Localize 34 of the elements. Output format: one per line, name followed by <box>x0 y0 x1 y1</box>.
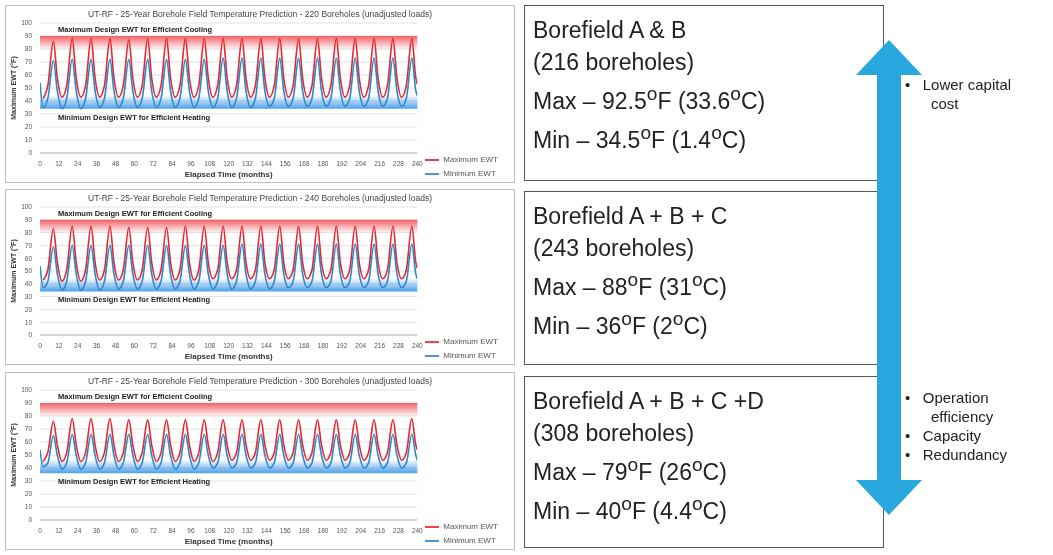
legend-label: Minimum EWT <box>443 351 496 361</box>
chart-title: UT-RF - 25-Year Borehole Field Temperature Prediction - 300 Boreholes (unadjusted loads) <box>87 376 433 386</box>
line-series <box>40 57 418 110</box>
text: Borefield A & B <box>533 16 688 45</box>
text: Max – 92.5$^{o}$F (33.6$^{o}$C) <box>533 82 767 116</box>
line-series <box>42 37 418 100</box>
line-series <box>40 243 418 291</box>
text: (216 boreholes) <box>533 48 696 77</box>
x-axis-title: Elapsed Time (months) <box>184 537 273 546</box>
text: (243 boreholes) <box>533 234 696 263</box>
line-series <box>42 417 418 463</box>
text: • Capacity <box>905 426 983 445</box>
legend-label: Maximum EWT <box>443 155 498 165</box>
line-series <box>42 225 418 283</box>
legend-label: Minimum EWT <box>443 536 496 546</box>
text: Min – 34.5$^{o}$F (1.4$^{o}$C) <box>533 120 748 155</box>
text: • Operation efficiency <box>905 388 995 426</box>
text: • Redundancy <box>905 445 1008 464</box>
text: • Lower capital cost <box>905 75 1013 113</box>
text: Borefield A + B + C +D <box>533 387 765 416</box>
legend-label: Maximum EWT <box>443 337 498 347</box>
text: (308 boreholes) <box>533 419 696 448</box>
text: Min – 36$^{o}$F (2$^{o}$C) <box>533 306 709 341</box>
x-axis-title: Elapsed Time (months) <box>184 352 273 361</box>
legend-label: Maximum EWT <box>443 522 498 532</box>
x-axis-title: Elapsed Time (months) <box>184 170 273 179</box>
legend-label: Minimum EWT <box>443 169 496 179</box>
text: Min – 40$^{o}$F (4.4$^{o}$C) <box>533 491 728 526</box>
text: Max – 79$^{o}$F (26$^{o}$C) <box>533 453 728 487</box>
text: Borefield A + B + C <box>533 202 729 231</box>
chart-title: UT-RF - 25-Year Borehole Field Temperature Prediction - 220 Boreholes (unadjusted loads) <box>87 9 433 19</box>
text: Max – 88$^{o}$F (31$^{o}$C) <box>533 268 728 302</box>
line-series <box>40 433 418 471</box>
chart-title: UT-RF - 25-Year Borehole Field Temperature Prediction - 240 Boreholes (unadjusted loads) <box>87 193 433 203</box>
